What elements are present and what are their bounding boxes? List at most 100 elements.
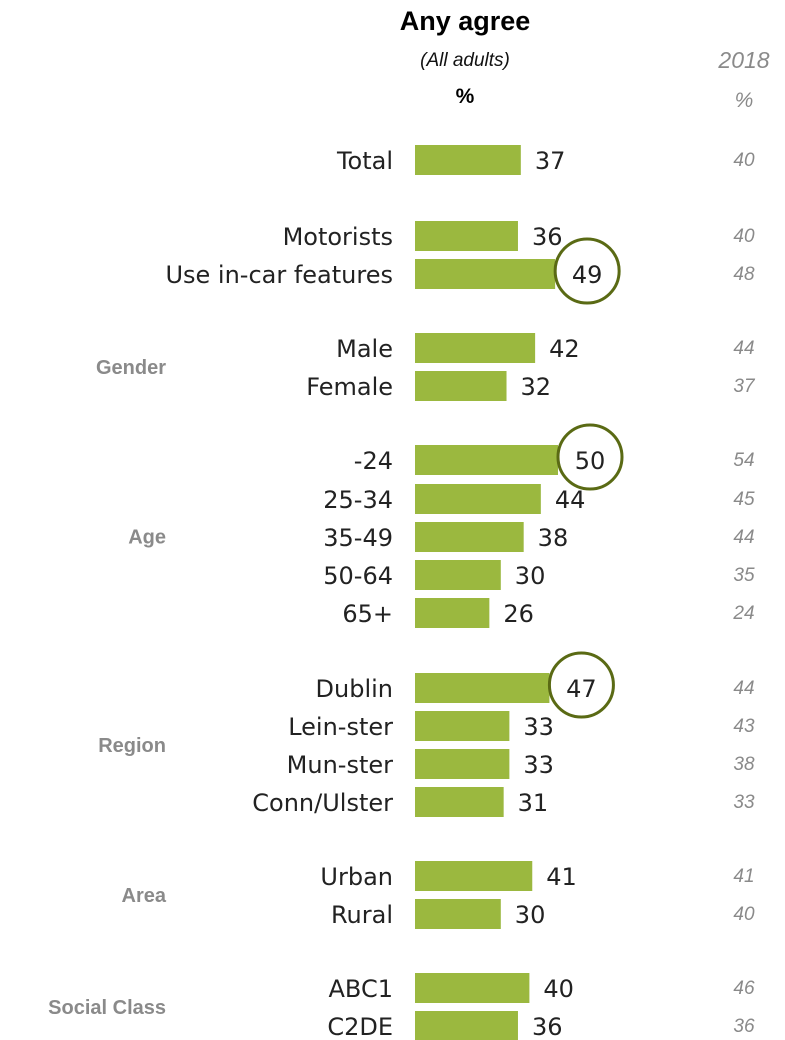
compare-value: 44: [733, 678, 754, 699]
compare-value: 41: [733, 866, 754, 887]
chart-row: Male 42 44: [336, 333, 755, 363]
highlight-circle: [553, 237, 621, 305]
value-label: 26: [503, 600, 534, 628]
category-label: Conn/Ulster: [252, 789, 393, 817]
compare-value: 54: [733, 450, 754, 471]
value-label: 41: [546, 863, 577, 891]
category-label: 25-34: [323, 486, 393, 514]
bar: [415, 861, 533, 891]
chart-row: Female 32 37: [306, 371, 756, 401]
bar: [415, 221, 518, 251]
value-label: 30: [515, 562, 546, 590]
value-label: 32: [521, 373, 552, 401]
chart-row: C2DE 36 36: [327, 1011, 755, 1040]
value-label: 50: [575, 447, 606, 475]
category-label: -24: [354, 447, 393, 475]
chart-row: Rural 30 40: [331, 899, 755, 929]
chart-row: Total 37 40: [336, 145, 755, 175]
category-label: 35-49: [323, 524, 393, 552]
chart-row: 25-34 44 45: [323, 484, 755, 514]
value-label: 36: [532, 1013, 563, 1040]
bar: [415, 711, 510, 741]
chart-row: Motorists 36 40: [283, 221, 755, 251]
bar: [415, 1011, 518, 1040]
bar: [415, 259, 556, 289]
chart-header: Any agree (All adults) % 2018 %: [400, 6, 770, 112]
compare-year-label: 2018: [717, 47, 769, 73]
bar: [415, 973, 530, 1003]
compare-value: 44: [733, 527, 754, 548]
chart-row: Urban 41 41: [320, 861, 755, 891]
chart-title: Any agree: [400, 6, 531, 36]
bar: [415, 522, 524, 552]
highlight-circle: [547, 651, 615, 719]
bar: [415, 749, 510, 779]
category-label: ABC1: [329, 975, 394, 1003]
value-label: 49: [572, 261, 603, 289]
bar: [415, 445, 558, 475]
value-label: 33: [523, 751, 554, 779]
chart-row: Conn/Ulster 31 33: [252, 787, 755, 817]
group-label: Gender: [96, 357, 166, 379]
group-label: Age: [128, 527, 166, 549]
compare-value: 40: [733, 150, 755, 171]
category-label: 50-64: [323, 562, 393, 590]
compare-value: 24: [732, 603, 754, 624]
category-label: Male: [336, 335, 393, 363]
bar: [415, 145, 521, 175]
value-label: 31: [518, 789, 549, 817]
value-label: 40: [543, 975, 574, 1003]
chart-row: ABC1 40 46: [329, 973, 755, 1003]
chart-row: 35-49 38 44: [323, 522, 755, 552]
value-label: 33: [523, 713, 554, 741]
chart-row: 65+ 26 24: [342, 598, 755, 628]
value-label: 47: [566, 675, 597, 703]
chart-row: Use in-car features 49 48: [165, 237, 755, 305]
group-label: Region: [98, 735, 166, 757]
compare-value: 35: [733, 565, 755, 586]
value-label: 30: [515, 901, 546, 929]
category-label: Use in-car features: [165, 261, 393, 289]
group-label: Area: [122, 885, 167, 907]
category-label: C2DE: [327, 1013, 393, 1040]
compare-value: 37: [733, 376, 756, 397]
chart-subtitle: (All adults): [420, 50, 510, 71]
bar: [415, 899, 501, 929]
category-label: Urban: [320, 863, 393, 891]
compare-value: 43: [733, 716, 755, 737]
category-label: 65+: [342, 600, 393, 628]
compare-value: 46: [733, 978, 755, 999]
bar: [415, 560, 501, 590]
compare-value: 33: [733, 792, 755, 813]
compare-unit-label: %: [735, 89, 754, 112]
compare-value: 45: [733, 489, 755, 510]
compare-value: 44: [733, 338, 754, 359]
group-label: Social Class: [48, 997, 166, 1019]
value-label: 42: [549, 335, 580, 363]
category-label: Female: [306, 373, 393, 401]
category-label: Motorists: [283, 223, 393, 251]
compare-value: 48: [733, 264, 755, 285]
value-label: 38: [538, 524, 569, 552]
category-label: Mun-ster: [287, 751, 393, 779]
chart-row: Mun-ster 33 38: [287, 749, 755, 779]
chart-row: -24 50 54: [354, 423, 755, 491]
bar: [415, 484, 541, 514]
bar: [415, 598, 490, 628]
group-labels: Gender Age Region Area Social Class: [48, 357, 167, 1019]
value-label: 44: [555, 486, 586, 514]
category-label: Total: [336, 147, 393, 175]
compare-value: 40: [733, 904, 755, 925]
highlight-circle: [556, 423, 624, 491]
bar: [415, 787, 504, 817]
compare-value: 36: [733, 1016, 755, 1037]
bar: [415, 371, 507, 401]
category-label: Rural: [331, 901, 393, 929]
unit-label: %: [456, 85, 475, 108]
chart-row: Dublin 47 44: [316, 651, 755, 719]
category-label: Dublin: [316, 675, 393, 703]
compare-value: 40: [733, 226, 755, 247]
compare-value: 38: [733, 754, 755, 775]
